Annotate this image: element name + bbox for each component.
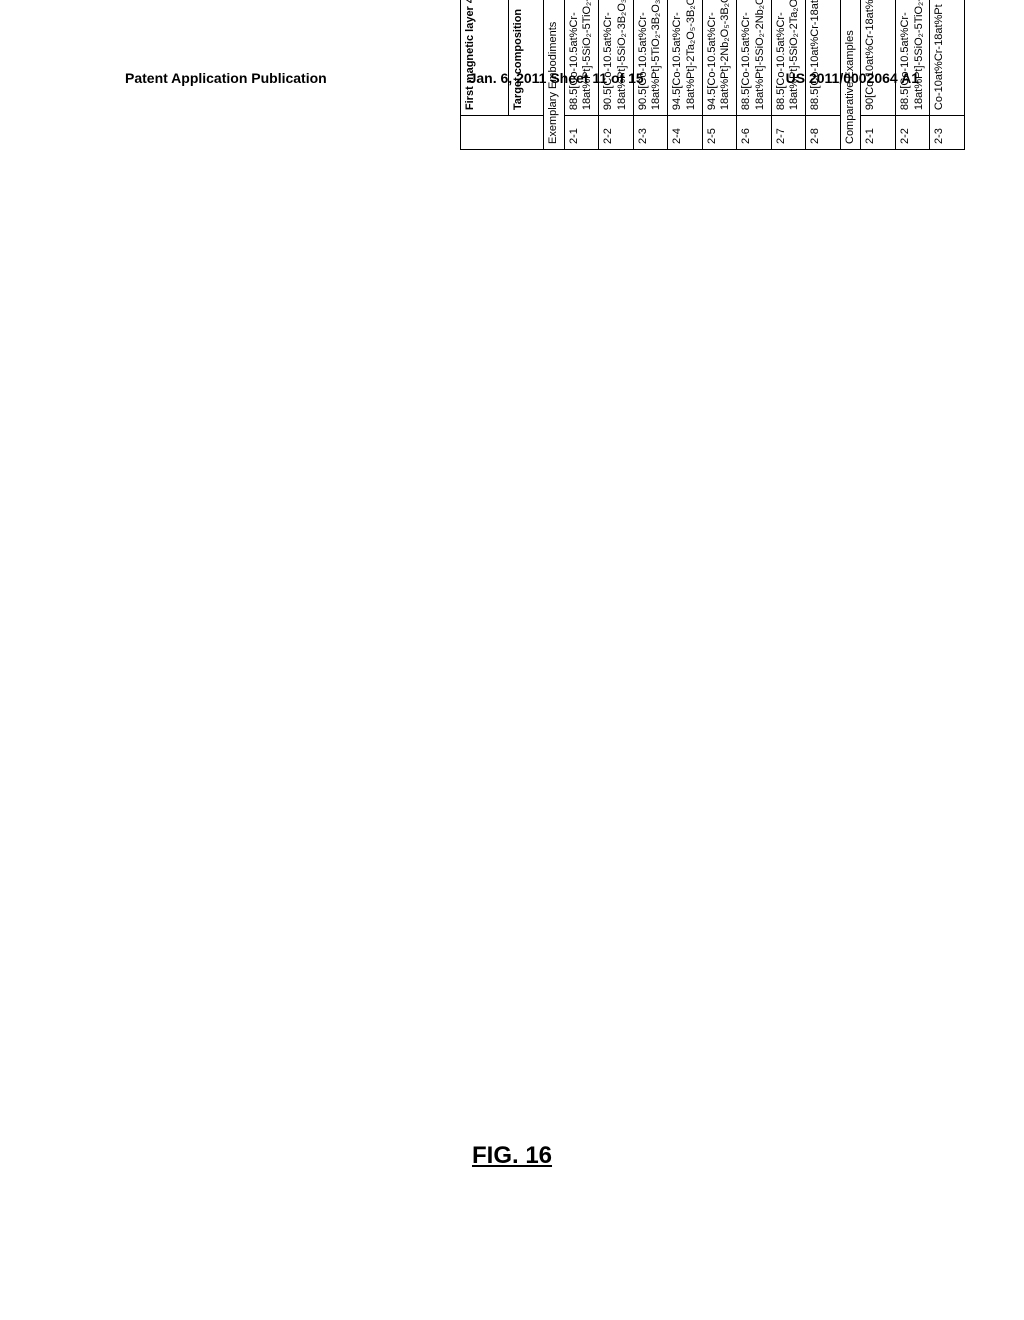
data-table: First magnetic layer 451 Second magnetic… xyxy=(460,0,965,150)
table-row: 2-594.5[Co-10.5at%Cr-18at%Pt]-2Nb₂O₅-3B₂… xyxy=(702,0,737,150)
cell-tc1: 88.5[Co-10at%Cr-18at%Pt]-5SiO₂-5TiO₂ xyxy=(806,0,841,116)
figure-caption: FIG. 16 xyxy=(0,1142,1024,1170)
cell-id: 2-3 xyxy=(930,116,965,150)
cell-tc1: 88.5[Co-10.5at%Cr-18at%Pt]-5SiO₂-2Nb₂O₅-… xyxy=(737,0,772,116)
cell-tc1: 90.5[Co-10.5at%Cr-18at%Pt]-5SiO₂-3B₂O₃-1… xyxy=(599,0,634,116)
cell-id: 2-4 xyxy=(668,116,703,150)
cell-id: 2-8 xyxy=(806,116,841,150)
table-row: 2-3Co-10at%Cr-18at%Pt10.096[Co-25at%Cr-1… xyxy=(930,0,965,150)
section-comparative: Comparative Examples xyxy=(840,0,861,150)
table-row: 2-688.5[Co-10.5at%Cr-18at%Pt]-5SiO₂-2Nb₂… xyxy=(737,0,772,150)
cell-tc1: Co-10at%Cr-18at%Pt xyxy=(930,0,965,116)
table-row: 2-788.5[Co-10.5at%Cr-18at%Pt]-5SiO₂-2Ta₂… xyxy=(771,0,806,150)
cell-id: 2-2 xyxy=(599,116,634,150)
section-exemplary-label: Exemplary Embodiments xyxy=(543,0,564,150)
cell-id: 2-3 xyxy=(633,116,668,150)
th-tc1: Target composition xyxy=(509,0,544,116)
data-table-wrap: First magnetic layer 451 Second magnetic… xyxy=(460,0,965,150)
cell-tc1: 90.5[Co-10.5at%Cr-18at%Pt]-5TiO₂-3B₂O₃-1… xyxy=(633,0,668,116)
cell-id: 2-1 xyxy=(564,116,599,150)
cell-tc1: 94.5[Co-10.5at%Cr-18at%Pt]-2Nb₂O₅-3B₂O₃-… xyxy=(702,0,737,116)
cell-tc1: 88.5[Co-10.5at%Cr-18at%Pt]-5SiO₂-5TiO₂-1… xyxy=(564,0,599,116)
section-exemplary: Exemplary Embodiments xyxy=(543,0,564,150)
cell-tc1: 90[Co-10at%Cr-18at%Pt]-10SiO₂ xyxy=(861,0,896,116)
cell-tc1: 88.5[Co-10.5at%Cr-18at%Pt]-5SiO₂-5TiO₂-1… xyxy=(895,0,930,116)
th-layer451: First magnetic layer 451 xyxy=(461,0,509,116)
cell-id: 2-6 xyxy=(737,116,772,150)
table-row: 2-190[Co-10at%Cr-18at%Pt]-10SiO₂10.096[C… xyxy=(861,0,896,150)
table-row: 2-494.5[Co-10.5at%Cr-18at%Pt]-2Ta₂O₅-3B₂… xyxy=(668,0,703,150)
cell-id: 2-2 xyxy=(895,116,930,150)
table-row: 2-888.5[Co-10at%Cr-18at%Pt]-5SiO₂-5TiO₂1… xyxy=(806,0,841,150)
table-row: 2-188.5[Co-10.5at%Cr-18at%Pt]-5SiO₂-5TiO… xyxy=(564,0,599,150)
table-row: 2-290.5[Co-10.5at%Cr-18at%Pt]-5SiO₂-3B₂O… xyxy=(599,0,634,150)
cell-tc1: 88.5[Co-10.5at%Cr-18at%Pt]-5SiO₂-2Ta₂O₅-… xyxy=(771,0,806,116)
section-comparative-label: Comparative Examples xyxy=(840,0,861,150)
table-row: 2-288.5[Co-10.5at%Cr-18at%Pt]-5SiO₂-5TiO… xyxy=(895,0,930,150)
header-row-1: First magnetic layer 451 Second magnetic… xyxy=(461,0,509,150)
cell-id: 2-1 xyxy=(861,116,896,150)
header-left: Patent Application Publication xyxy=(125,70,327,86)
table-row: 2-390.5[Co-10.5at%Cr-18at%Pt]-5TiO₂-3B₂O… xyxy=(633,0,668,150)
cell-tc1: 94.5[Co-10.5at%Cr-18at%Pt]-2Ta₂O₅-3B₂O₃-… xyxy=(668,0,703,116)
th-blank xyxy=(461,116,544,150)
cell-id: 2-5 xyxy=(702,116,737,150)
cell-id: 2-7 xyxy=(771,116,806,150)
